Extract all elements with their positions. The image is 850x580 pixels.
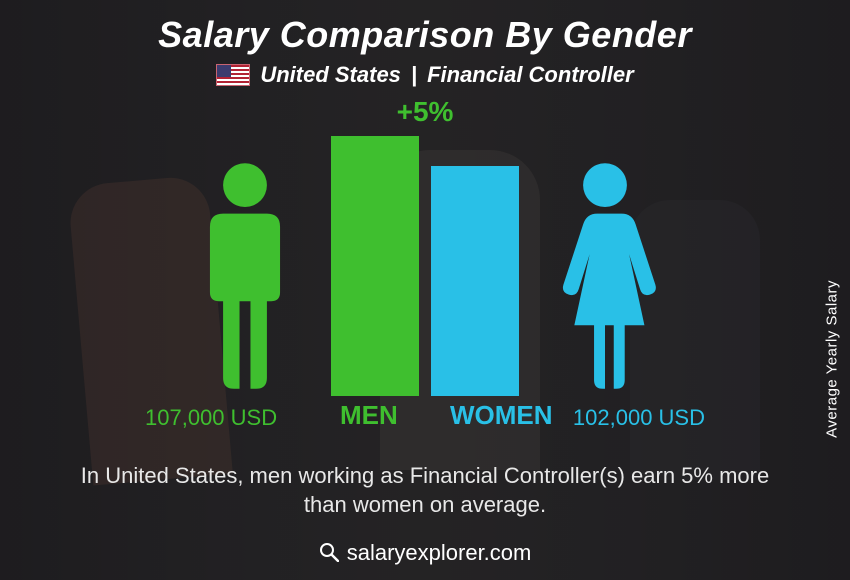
page-title: Salary Comparison By Gender (0, 14, 850, 56)
women-salary-value: 102,000 USD (573, 405, 705, 431)
y-axis-label: Average Yearly Salary (824, 280, 841, 438)
job-title-label: Financial Controller (427, 62, 634, 88)
men-label: MEN (340, 400, 398, 431)
summary-text: In United States, men working as Financi… (0, 461, 850, 520)
subtitle-row: United States | Financial Controller (0, 62, 850, 88)
country-label: United States (260, 62, 401, 88)
site-name: salaryexplorer.com (347, 540, 532, 565)
women-label: WOMEN (450, 400, 553, 431)
chart-area: +5% 107,000 USD MEN WOMEN 102,000 USD (0, 96, 850, 456)
bars-container (331, 136, 519, 396)
magnifier-icon (319, 542, 339, 562)
us-flag-icon (216, 64, 250, 86)
footer: salaryexplorer.com (0, 540, 850, 566)
men-salary-value: 107,000 USD (145, 405, 277, 431)
bar-women (431, 166, 519, 396)
bar-men (331, 136, 419, 396)
female-person-icon (550, 161, 660, 396)
difference-label: +5% (397, 96, 454, 128)
separator: | (411, 62, 417, 88)
male-person-icon (190, 161, 300, 396)
header: Salary Comparison By Gender United State… (0, 0, 850, 88)
